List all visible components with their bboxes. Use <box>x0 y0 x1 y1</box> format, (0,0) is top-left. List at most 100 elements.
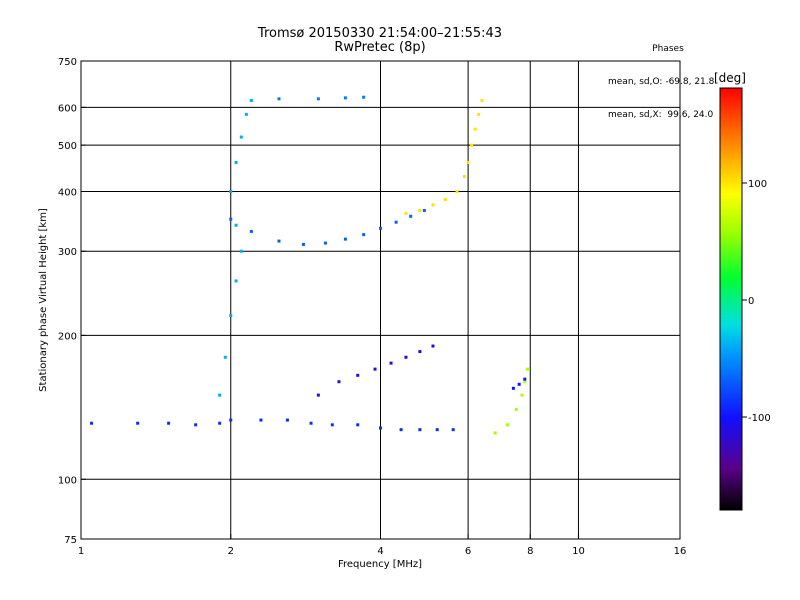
data-point <box>316 393 320 397</box>
data-point <box>404 355 408 359</box>
data-point <box>466 160 470 164</box>
x-tick-label: 6 <box>465 546 471 557</box>
data-point <box>493 431 497 435</box>
data-point <box>379 426 382 430</box>
data-point <box>234 279 238 283</box>
data-point <box>399 428 403 432</box>
phase-stats-o: mean, sd,O: -69.8, 21.8 <box>608 77 715 87</box>
y-tick-label: 300 <box>58 247 77 258</box>
data-point <box>480 99 484 103</box>
data-point <box>239 135 243 139</box>
data-point <box>418 428 422 432</box>
data-point <box>218 421 222 425</box>
y-tick-label: 500 <box>58 141 77 152</box>
data-point <box>455 189 459 193</box>
data-point <box>259 418 263 422</box>
data-point <box>435 428 439 432</box>
data-point <box>234 160 238 164</box>
data-point <box>422 209 426 213</box>
data-point <box>337 380 341 384</box>
x-tick-label: 1 <box>78 546 84 557</box>
data-point <box>362 233 366 237</box>
y-tick-label: 400 <box>58 187 77 198</box>
data-point <box>229 217 233 221</box>
data-point <box>443 197 447 201</box>
chart-title-line1: Tromsø 20150330 21:54:00–21:55:43 <box>257 26 503 41</box>
data-point <box>418 350 422 354</box>
x-axis-label: Frequency [MHz] <box>338 559 422 570</box>
y-tick-label: 750 <box>58 57 77 68</box>
data-point <box>394 220 398 224</box>
data-point <box>277 97 281 101</box>
data-point <box>520 393 524 397</box>
data-point <box>523 377 527 381</box>
y-tick-label: 600 <box>58 103 77 114</box>
data-point <box>194 423 198 427</box>
data-point <box>418 209 422 213</box>
phase-stats-x: mean, sd,X: 99.6, 24.0 <box>608 110 714 120</box>
data-point <box>511 386 515 390</box>
data-point <box>523 380 527 384</box>
x-tick-label: 2 <box>228 546 234 557</box>
data-point <box>343 96 347 100</box>
data-point <box>239 249 243 253</box>
phase-stats: Phases mean, sd,O: -69.8, 21.8 mean, sd,… <box>608 22 728 132</box>
data-point <box>389 361 393 365</box>
data-point <box>404 211 408 215</box>
data-point <box>462 174 466 178</box>
data-point <box>249 99 253 103</box>
x-tick-label: 16 <box>674 546 687 557</box>
data-point <box>431 203 435 207</box>
data-point <box>244 112 248 116</box>
data-point <box>373 367 377 371</box>
phase-stats-heading: Phases <box>652 44 684 54</box>
colorbar-gradient <box>719 87 743 511</box>
data-point <box>277 239 281 243</box>
data-point <box>330 423 334 427</box>
data-point <box>136 421 140 425</box>
y-tick-label: 75 <box>64 535 77 546</box>
data-point <box>362 95 366 99</box>
data-point <box>323 241 327 245</box>
data-point <box>285 418 289 422</box>
y-axis-ticks: 75 100 200 300 400 500 600 750 <box>58 57 86 546</box>
x-axis-ticks: 1 2 4 6 8 10 16 <box>78 534 687 557</box>
data-point <box>379 226 382 230</box>
data-point <box>229 314 233 318</box>
data-point <box>470 143 474 147</box>
data-point <box>356 373 360 377</box>
data-point <box>451 428 455 432</box>
data-point <box>218 393 222 397</box>
colorbar: [deg] 100 0 -100 <box>714 71 771 511</box>
data-point <box>514 407 518 411</box>
data-point <box>316 97 320 101</box>
data-points <box>90 95 530 435</box>
colorbar-label-neg100: -100 <box>748 413 771 424</box>
data-point <box>229 189 233 193</box>
data-point <box>409 214 413 218</box>
data-point <box>343 237 347 241</box>
colorbar-unit: [deg] <box>714 71 746 85</box>
data-point <box>505 423 509 427</box>
data-point <box>90 421 94 425</box>
data-point <box>477 112 481 116</box>
data-point <box>229 418 233 422</box>
x-tick-label: 10 <box>572 546 585 557</box>
y-tick-label: 200 <box>58 331 77 342</box>
data-point <box>473 127 477 131</box>
x-tick-label: 4 <box>377 546 383 557</box>
data-point <box>517 382 521 386</box>
data-point <box>167 421 171 425</box>
data-point <box>356 423 360 427</box>
x-tick-label: 8 <box>527 546 533 557</box>
data-point <box>309 421 313 425</box>
data-point <box>249 229 253 233</box>
data-point <box>223 355 227 359</box>
colorbar-label-0: 0 <box>748 296 754 307</box>
data-point <box>301 242 305 246</box>
colorbar-label-100: 100 <box>748 179 767 190</box>
grid-lines <box>81 61 680 539</box>
y-axis-label: Stationary phase Virtual Height [km] <box>38 208 49 392</box>
data-point <box>234 223 238 227</box>
